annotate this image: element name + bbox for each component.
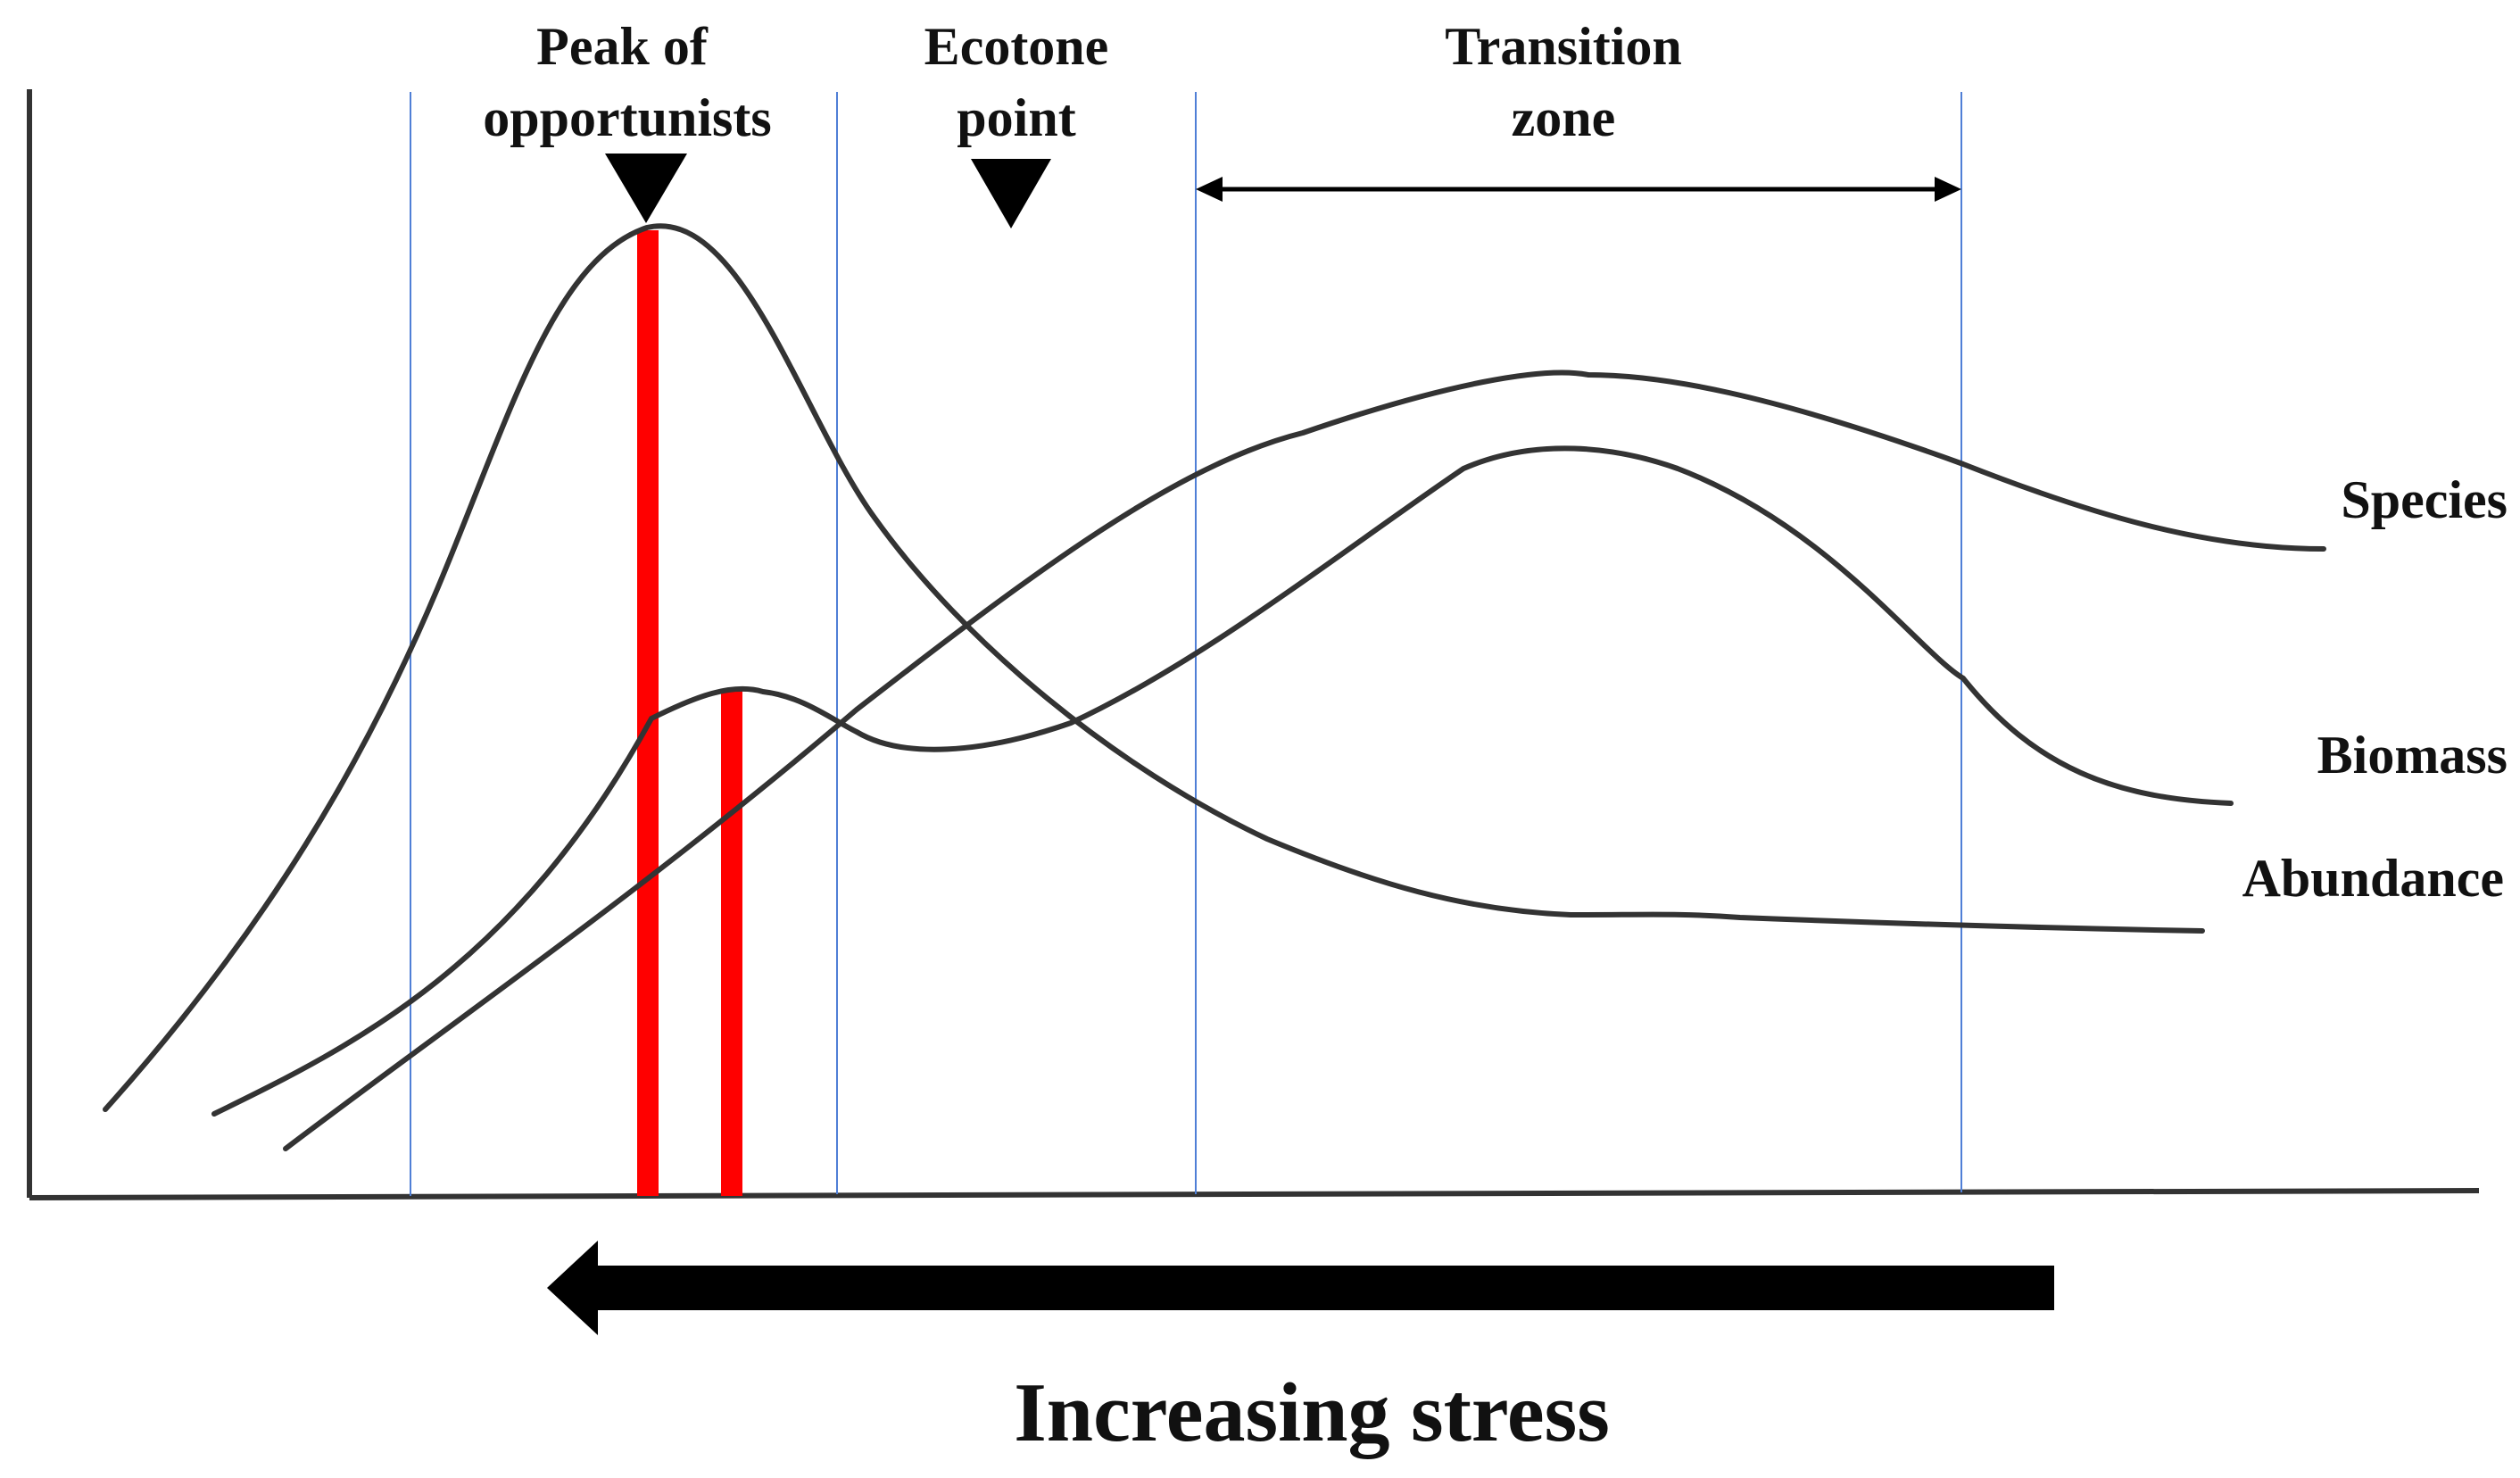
biomass-peak-marker [721,689,742,1196]
biomass-curve [211,445,2234,1117]
abundance-curve [103,223,2205,1112]
biomass-label: Biomass [2317,726,2508,785]
peak-label-line1: Peak of [536,17,709,76]
species-label: Species [2341,470,2508,529]
stress-arrow [547,1241,2054,1335]
abundance-label: Abundance [2242,849,2504,908]
stress-label: Increasing stress [1014,1366,1610,1459]
ecotone-triangle-icon [971,159,1051,228]
peak-triangle-icon [605,154,687,223]
ecotone-label-line1: Ecotone [924,17,1109,76]
ecotone-label-line2: point [957,88,1075,147]
species-curve [283,370,2326,1151]
guide-lines [410,92,1962,1196]
transition-zone-arrow [1196,177,1961,202]
peak-label-line2: opportunists [483,88,771,147]
transition-label-line2: zone [1512,88,1616,147]
transition-label-line1: Transition [1445,17,1682,76]
abundance-peak-marker [637,230,659,1196]
x-axis [29,1188,2480,1200]
